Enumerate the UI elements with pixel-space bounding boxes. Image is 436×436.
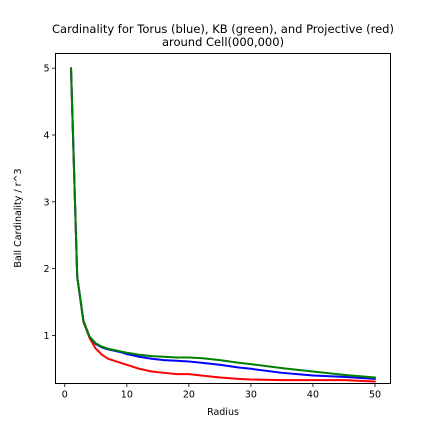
- x-tick-label-5: 50: [369, 390, 381, 401]
- plot-area: [55, 53, 391, 384]
- y-axis-ticks: 1 2 3 4 5: [43, 64, 56, 342]
- y-tick-label-3: 4: [43, 130, 49, 141]
- y-axis-label: Ball Cardinality / r^3: [13, 168, 24, 267]
- x-tick-label-0: 0: [62, 390, 68, 401]
- y-tick-label-0: 1: [43, 331, 49, 342]
- x-tick-label-1: 10: [121, 390, 133, 401]
- x-tick-label-4: 40: [307, 390, 319, 401]
- x-axis-label: Radius: [207, 407, 239, 418]
- series-line-0: [70, 67, 376, 383]
- series-line-1: [70, 67, 376, 380]
- x-tick-label-2: 20: [183, 390, 195, 401]
- series-line-2: [70, 67, 376, 379]
- series-group: [70, 67, 376, 383]
- x-axis-ticks: 0 10 20 30 40 50: [62, 383, 381, 401]
- y-tick-label-4: 5: [43, 64, 49, 75]
- chart-title-line-2: around Cell(000,000): [162, 35, 284, 49]
- plot-frame: [55, 53, 391, 384]
- chart-title-line-1: Cardinality for Torus (blue), KB (green)…: [52, 22, 394, 36]
- x-tick-label-3: 30: [245, 390, 257, 401]
- y-tick-label-1: 2: [43, 264, 49, 275]
- y-tick-label-2: 3: [43, 197, 49, 208]
